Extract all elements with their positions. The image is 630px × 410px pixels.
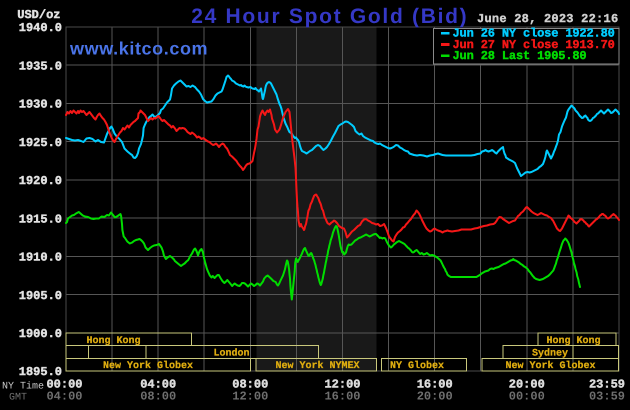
svg-text:1900.0: 1900.0 [19, 327, 62, 341]
svg-text:New York Globex: New York Globex [505, 360, 595, 372]
svg-text:1935.0: 1935.0 [19, 59, 62, 73]
svg-text:Jun 26 NY close 1922.80: Jun 26 NY close 1922.80 [453, 27, 615, 41]
svg-text:1920.0: 1920.0 [19, 174, 62, 188]
svg-text:1940.0: 1940.0 [19, 21, 62, 35]
svg-text:1910.0: 1910.0 [19, 251, 62, 265]
svg-text:16:00: 16:00 [324, 390, 360, 404]
svg-text:Sydney: Sydney [532, 347, 568, 359]
svg-text:16:00: 16:00 [417, 377, 453, 391]
svg-text:08:00: 08:00 [140, 390, 176, 404]
svg-text:Hong Kong: Hong Kong [86, 336, 140, 347]
svg-text:20:00: 20:00 [417, 390, 453, 404]
svg-text:1895.0: 1895.0 [19, 365, 62, 379]
svg-text:1930.0: 1930.0 [19, 98, 62, 112]
svg-text:NY Time: NY Time [2, 381, 44, 393]
svg-text:12:00: 12:00 [324, 377, 360, 391]
svg-text:1905.0: 1905.0 [19, 289, 62, 303]
svg-text:12:00: 12:00 [232, 390, 268, 404]
svg-text:Hong Kong: Hong Kong [546, 336, 600, 347]
svg-text:GMT: GMT [9, 392, 27, 403]
svg-text:04:00: 04:00 [140, 377, 176, 391]
svg-text:00:00: 00:00 [509, 390, 545, 404]
svg-text:June 28, 2023 22:16: June 28, 2023 22:16 [477, 12, 618, 26]
svg-text:USD/oz: USD/oz [17, 8, 60, 22]
svg-text:00:00: 00:00 [46, 377, 82, 391]
svg-text:Jun 27 NY close 1913.70: Jun 27 NY close 1913.70 [453, 38, 615, 52]
svg-text:08:00: 08:00 [232, 377, 268, 391]
svg-text:1925.0: 1925.0 [19, 136, 62, 150]
svg-text:23:59: 23:59 [589, 377, 625, 391]
svg-text:London: London [213, 347, 249, 359]
svg-text:03:59: 03:59 [589, 390, 625, 404]
svg-text:www.kitco.com: www.kitco.com [69, 39, 208, 59]
svg-text:04:00: 04:00 [46, 390, 82, 404]
svg-text:1915.0: 1915.0 [19, 212, 62, 226]
svg-text:New York NYMEX: New York NYMEX [275, 360, 359, 372]
svg-text:20:00: 20:00 [509, 377, 545, 391]
svg-text:24 Hour Spot Gold (Bid): 24 Hour Spot Gold (Bid) [191, 5, 468, 28]
svg-text:New York Globex: New York Globex [103, 360, 193, 372]
svg-text:Jun 28 Last 1905.80: Jun 28 Last 1905.80 [453, 49, 587, 63]
svg-text:NY Globex: NY Globex [390, 360, 444, 372]
